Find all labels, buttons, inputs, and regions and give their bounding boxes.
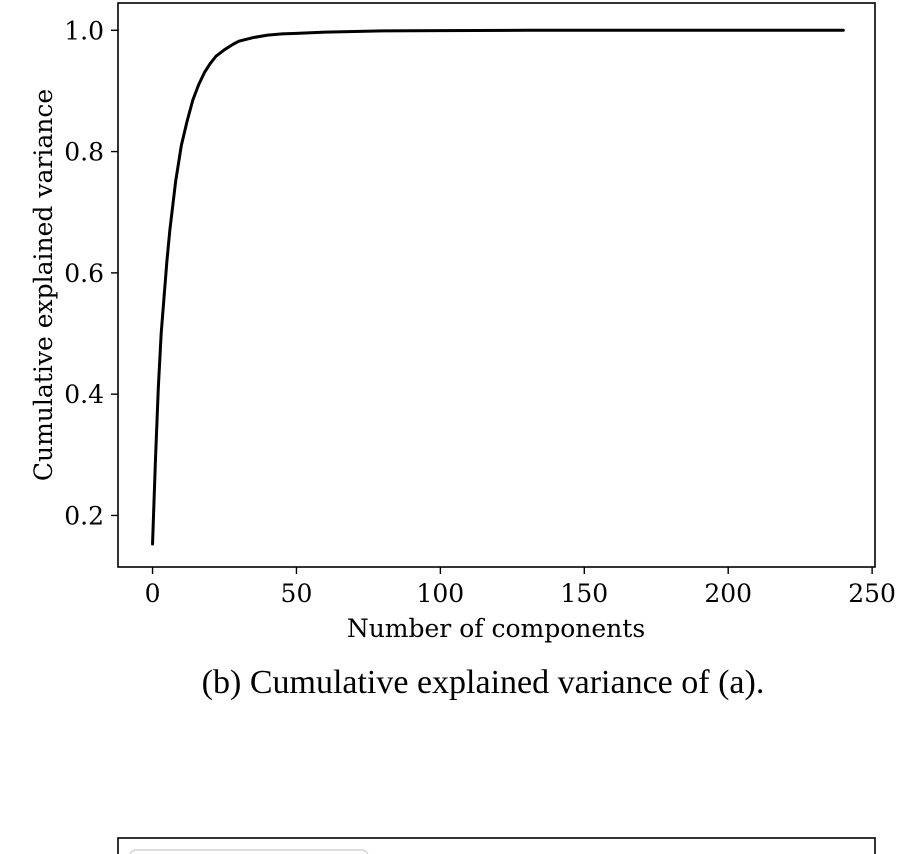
plot-frame: [117, 2, 876, 568]
y-tick-label: 0.6: [64, 259, 104, 288]
figure-caption: (b) Cumulative explained variance of (a)…: [202, 664, 765, 701]
y-axis-ticks: 0.2 0.4 0.6 0.8 1.0: [64, 16, 118, 530]
next-panel-legend-box: [129, 849, 369, 854]
x-axis-ticks: 0 50 100 150 200 250: [145, 567, 896, 608]
x-axis-label: Number of components: [347, 614, 645, 643]
series-layer: [151, 28, 845, 546]
x-tick-label: 100: [417, 579, 465, 608]
x-tick-label: 150: [560, 579, 608, 608]
x-tick-label: 250: [848, 579, 896, 608]
next-panel-frame: [117, 837, 876, 854]
x-tick-label: 50: [281, 579, 313, 608]
x-tick-label: 200: [704, 579, 752, 608]
y-tick-label: 0.4: [64, 380, 104, 409]
y-tick-label: 1.0: [64, 16, 104, 45]
series-line-0: [151, 28, 845, 546]
y-axis-label: Cumulative explained variance: [29, 89, 58, 481]
x-tick-label: 0: [145, 579, 161, 608]
y-tick-label: 0.8: [64, 138, 104, 167]
y-tick-label: 0.2: [64, 501, 104, 530]
